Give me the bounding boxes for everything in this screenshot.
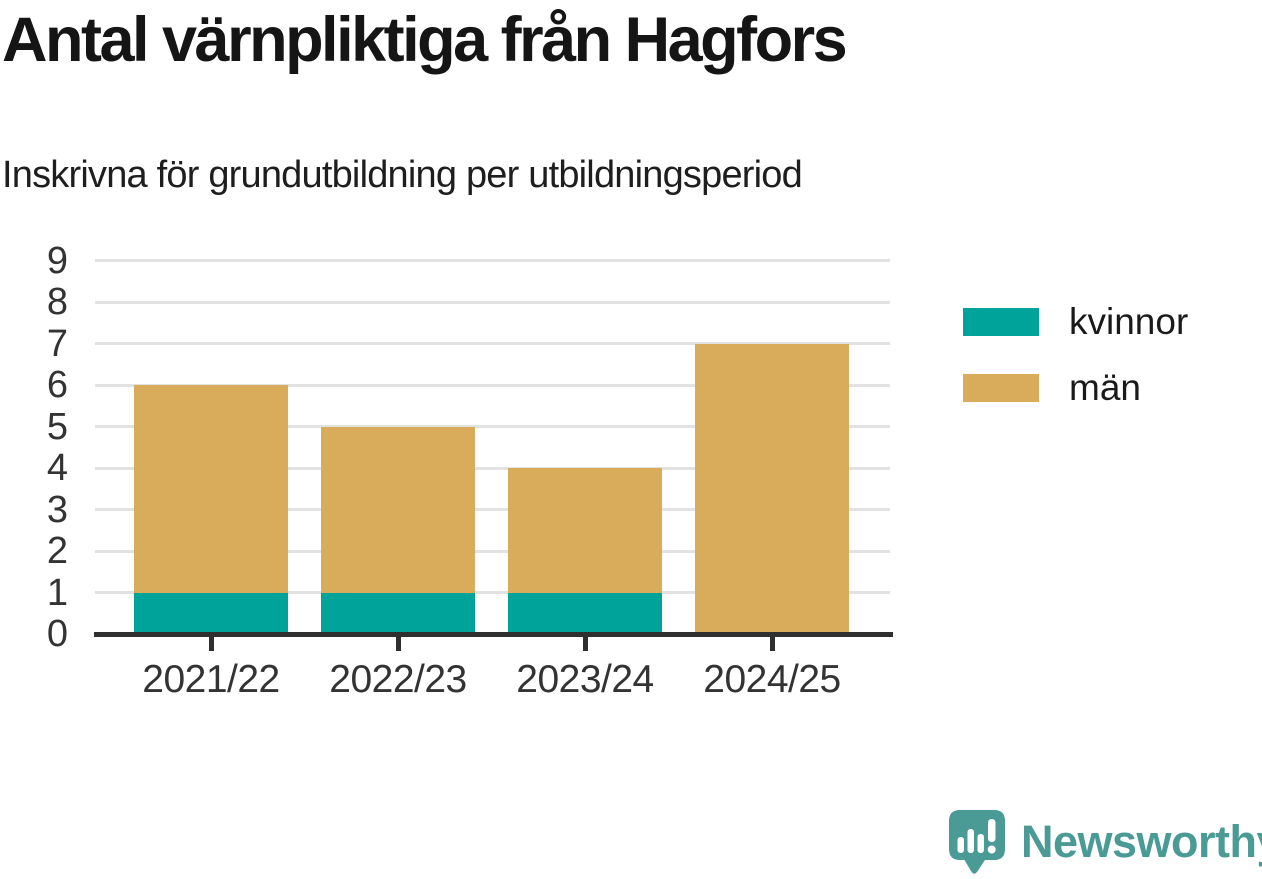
gridline-y6 (95, 383, 890, 387)
legend: kvinnor män (963, 303, 1188, 406)
gridline-y1 (95, 591, 890, 594)
x-axis-line (94, 632, 893, 637)
y-tick-label-1: 1 (46, 571, 68, 614)
bar-2022-23-kvinnor (321, 592, 475, 634)
bar-2024-25-män (695, 343, 849, 634)
gridline-y9 (95, 259, 890, 262)
branding: Newsworthy (947, 808, 1262, 876)
legend-label-man: män (1069, 367, 1141, 408)
gridline-y2 (95, 549, 890, 553)
y-tick-label-4: 4 (46, 447, 68, 489)
x-tick-label-2024-25: 2024/25 (703, 658, 841, 701)
x-tick-2024-25 (769, 637, 775, 651)
x-tick-2022-23 (395, 637, 401, 651)
legend-item-man: män (963, 369, 1188, 406)
chart-subtitle: Inskrivna för grundutbildning per utbild… (2, 154, 803, 196)
y-tick-label-0: 0 (46, 613, 68, 655)
x-tick-label-2023-24: 2023/24 (516, 658, 654, 701)
y-tick-label-5: 5 (46, 405, 68, 448)
legend-swatch-kvinnor (963, 307, 1039, 336)
chart-title: Antal värnpliktiga från Hagfors (2, 5, 848, 75)
newsworthy-logo-icon (949, 810, 1005, 874)
y-tick-label-8: 8 (46, 281, 68, 323)
y-tick-label-6: 6 (46, 364, 68, 406)
y-tick-label-9: 9 (46, 239, 68, 282)
gridline-y8 (95, 300, 890, 304)
bar-2023-24-män (508, 468, 662, 593)
x-tick-2021-22 (208, 637, 214, 651)
bar-2022-23-män (321, 426, 475, 593)
gridline-y4 (95, 466, 890, 470)
gridline-y3 (95, 508, 890, 511)
newsworthy-wordmark: Newsworthy (1021, 816, 1262, 867)
gridline-y5 (95, 425, 890, 428)
x-tick-label-2021-22: 2021/22 (142, 658, 280, 701)
legend-label-kvinnor: kvinnor (1069, 301, 1189, 342)
x-tick-2023-24 (582, 637, 588, 651)
x-tick-label-2022-23: 2022/23 (329, 658, 467, 701)
legend-swatch-man (963, 373, 1039, 402)
legend-item-kvinnor: kvinnor (963, 303, 1188, 340)
bar-2023-24-kvinnor (508, 592, 662, 634)
y-tick-label-7: 7 (46, 322, 68, 365)
bar-2021-22-kvinnor (134, 592, 288, 634)
y-tick-label-2: 2 (46, 530, 68, 572)
gridline-y7 (95, 342, 890, 345)
y-tick-label-3: 3 (46, 488, 68, 531)
bar-2021-22-män (134, 385, 288, 593)
